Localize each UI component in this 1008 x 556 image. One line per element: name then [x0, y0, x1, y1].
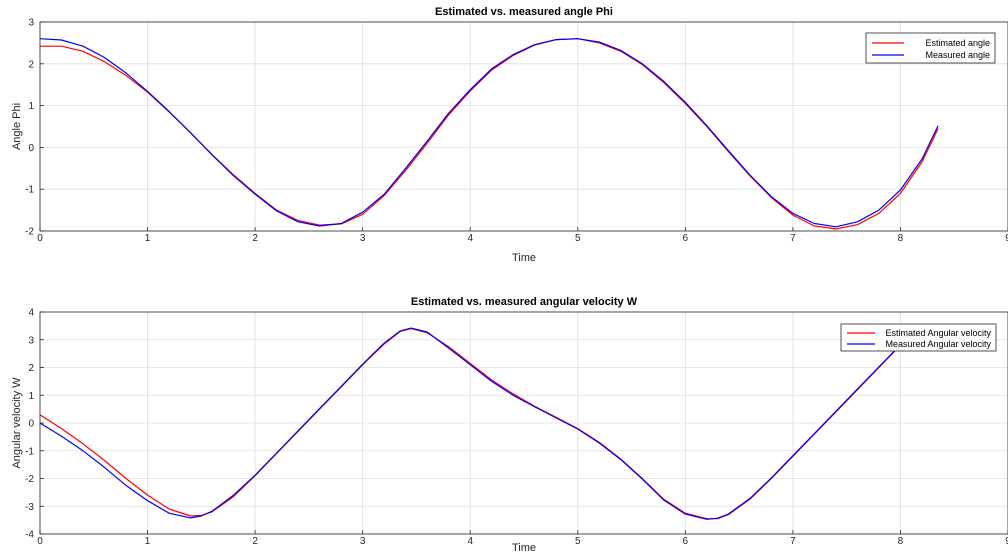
x-tick-label: 3 — [360, 233, 366, 244]
series-lines-velocity — [39, 327, 912, 520]
x-tick-label: 8 — [898, 536, 904, 547]
y-tick-label: -1 — [25, 185, 34, 196]
legend-angle: Estimated angle Measured angle — [865, 32, 996, 64]
x-tick-label: 2 — [252, 536, 258, 547]
x-axis-label-angle: Time — [512, 252, 536, 264]
chart-angular-velocity: 0 1 2 3 4 5 6 7 8 9 -4 -3 -2 -1 0 1 2 3 4 Estimated vs. m… — [11, 296, 1008, 554]
y-tick-label: 0 — [28, 143, 34, 154]
y-tick-label: -1 — [25, 446, 34, 457]
plot-area-angle — [40, 22, 1008, 231]
x-tick-label: 0 — [37, 233, 43, 244]
y-tick-label: 2 — [28, 59, 34, 70]
chart-angle-phi: 0 1 2 3 4 5 6 7 8 9 -2 -1 0 1 2 3 Estimated vs. measur… — [11, 6, 1008, 264]
y-tick-label: 1 — [28, 101, 34, 112]
y-tick-label: -4 — [25, 530, 34, 541]
x-tick-label: 3 — [360, 536, 366, 547]
y-axis-label-velocity: Angular velocity W — [11, 377, 23, 469]
chart-title-angle: Estimated vs. measured angle Phi — [435, 6, 613, 18]
x-ticks-angle: 0 1 2 3 4 5 6 7 8 9 — [37, 227, 1008, 244]
x-tick-label: 9 — [1005, 536, 1008, 547]
y-tick-label: 0 — [28, 419, 34, 430]
legend-velocity: Estimated Angular velocity Measured Angu… — [840, 323, 997, 352]
x-tick-label: 9 — [1005, 233, 1008, 244]
x-tick-label: 7 — [790, 233, 796, 244]
y-tick-label: 3 — [28, 18, 34, 29]
y-tick-label: -2 — [25, 227, 34, 238]
x-axis-label-velocity: Time — [512, 542, 536, 554]
y-tick-label: -2 — [25, 474, 34, 485]
legend-label-measured-velocity: Measured Angular velocity — [885, 339, 991, 349]
y-ticks-velocity: -4 -3 -2 -1 0 1 2 3 4 — [25, 308, 44, 541]
legend-box-velocity — [840, 323, 997, 352]
x-ticks-velocity: 0 1 2 3 4 5 6 7 8 9 — [37, 530, 1008, 547]
x-tick-label: 6 — [683, 536, 689, 547]
x-tick-label: 4 — [467, 536, 473, 547]
series-lines-angle — [39, 38, 939, 230]
chart-title-velocity: Estimated vs. measured angular velocity … — [411, 296, 638, 308]
y-tick-label: 2 — [28, 363, 34, 374]
y-tick-label: 4 — [28, 308, 34, 319]
x-tick-label: 2 — [252, 233, 258, 244]
x-tick-label: 6 — [683, 233, 689, 244]
legend-label-estimated-velocity: Estimated Angular velocity — [885, 328, 991, 338]
x-tick-label: 8 — [898, 233, 904, 244]
x-tick-label: 0 — [37, 536, 43, 547]
x-tick-label: 1 — [145, 536, 151, 547]
y-axis-label-angle: Angle Phi — [11, 103, 23, 150]
x-tick-label: 4 — [467, 233, 473, 244]
x-tick-label: 5 — [575, 536, 581, 547]
legend-label-measured-angle: Measured angle — [925, 50, 990, 60]
x-tick-label: 1 — [145, 233, 151, 244]
y-ticks-angle: -2 -1 0 1 2 3 — [25, 18, 44, 238]
x-tick-label: 5 — [575, 233, 581, 244]
legend-label-estimated-angle: Estimated angle — [925, 38, 990, 48]
y-tick-label: 1 — [28, 391, 34, 402]
measured-angle-line — [39, 38, 939, 228]
x-tick-label: 7 — [790, 536, 796, 547]
legend-box-angle — [865, 32, 996, 64]
y-tick-label: 3 — [28, 335, 34, 346]
y-tick-label: -3 — [25, 502, 34, 513]
axes-box-angle — [39, 21, 1008, 232]
measured-velocity-line — [39, 327, 912, 520]
